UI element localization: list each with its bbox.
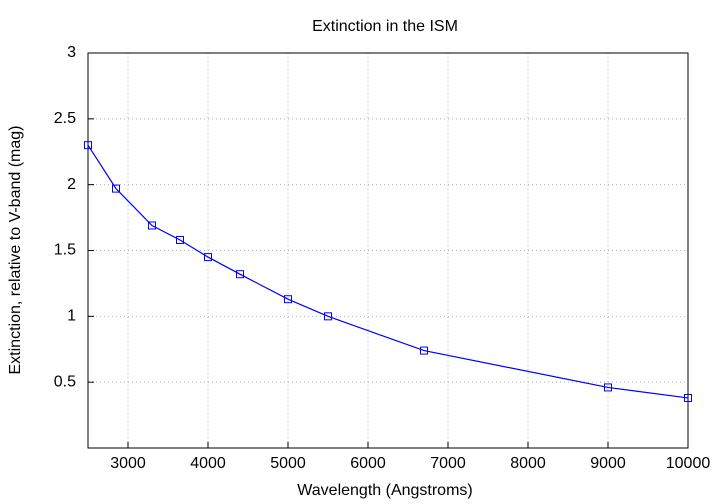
- data-point: [176, 235, 184, 244]
- x-axis-label: Wavelength (Angstroms): [297, 482, 472, 499]
- chart-title: Extinction in the ISM: [312, 18, 458, 35]
- data-point: [604, 383, 612, 392]
- y-tick-label: 2.5: [54, 110, 76, 127]
- x-tick-label: 7000: [430, 455, 466, 472]
- x-tick-label: 8000: [510, 455, 546, 472]
- y-tick-label: 2: [67, 176, 76, 193]
- y-tick-label: 3: [67, 44, 76, 61]
- data-point: [420, 346, 428, 355]
- data-point: [204, 253, 212, 262]
- y-tick-label: 1.5: [54, 242, 76, 259]
- x-tick-label: 5000: [270, 455, 306, 472]
- y-axis-label: Extinction, relative to V-band (mag): [7, 125, 24, 374]
- x-tick-label: 9000: [590, 455, 626, 472]
- data-point: [236, 270, 244, 279]
- data-point: [324, 312, 332, 321]
- x-tick-label: 6000: [350, 455, 386, 472]
- x-tick-label: 3000: [110, 455, 146, 472]
- data-point: [684, 393, 692, 402]
- x-tick-label: 10000: [666, 455, 711, 472]
- data-point: [284, 295, 292, 304]
- data-point: [112, 184, 120, 193]
- y-tick-label: 1: [67, 308, 76, 325]
- data-point: [148, 221, 156, 230]
- data-point: [84, 141, 92, 150]
- x-tick-label: 4000: [190, 455, 226, 472]
- y-tick-label: 0.5: [54, 373, 76, 390]
- plot-frame: [87, 52, 689, 449]
- data-line: [87, 144, 689, 399]
